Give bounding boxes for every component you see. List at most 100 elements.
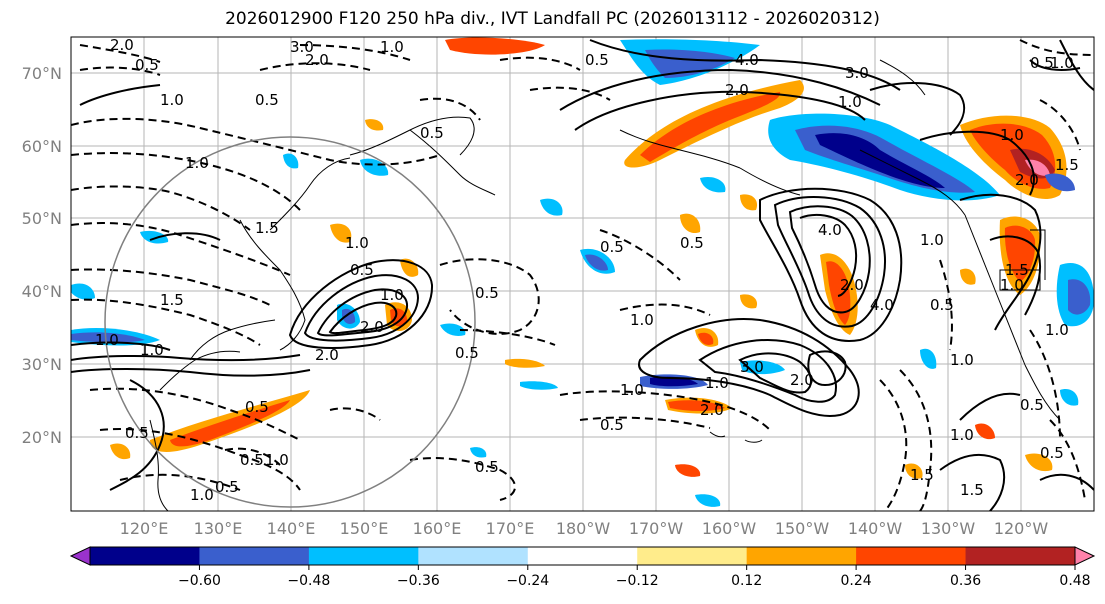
contour-label: 1.0: [345, 234, 369, 252]
colorbar-outline: [89, 546, 1076, 566]
contour-label: 1.0: [1000, 276, 1024, 294]
contour-label: 1.0: [265, 451, 289, 469]
contour-label: 0.5: [245, 398, 269, 416]
lat-label: 30°N: [22, 355, 62, 374]
colorbar-tick-label: −0.36: [397, 573, 440, 589]
colorbar-bin: [418, 547, 529, 565]
contour-label: 3.0: [845, 64, 869, 82]
contour-label: 2.0: [305, 51, 329, 69]
contour-label: 0.5: [255, 91, 279, 109]
colorbar-tick-label: −0.12: [616, 573, 659, 589]
lon-label: 120°E: [120, 519, 169, 538]
contour-label: 1.0: [380, 38, 404, 56]
contour-label: 1.0: [380, 286, 404, 304]
contour-label: 2.0: [790, 371, 814, 389]
contour-label: 1.0: [920, 231, 944, 249]
contour-label: 1.5: [255, 219, 279, 237]
contour-label: 1.5: [1055, 156, 1079, 174]
map-border: [70, 36, 1095, 512]
contour-label: 1.0: [1045, 321, 1069, 339]
contour-label: 1.0: [630, 311, 654, 329]
contour-label: 1.0: [950, 426, 974, 444]
contour-label: 0.5: [125, 424, 149, 442]
contour-label: 0.5: [680, 234, 704, 252]
colorbar: −0.60 −0.48 −0.36 −0.24 −0.12 0.12 0.24 0.36 0.4…: [69, 546, 1096, 589]
contour-label: 0.5: [350, 261, 374, 279]
contour-label: 2.0: [315, 346, 339, 364]
contour-label: 0.5: [215, 478, 239, 496]
divergence-shading: [71, 37, 1094, 507]
contour-label: 0.5: [930, 296, 954, 314]
contour-label: 1.0: [140, 341, 164, 359]
longitude-labels: 120°E 130°E 140°E 150°E 160°E 170°E 180°…: [120, 519, 1049, 538]
colorbar-bin: [637, 547, 748, 565]
latitude-labels: 70°N 60°N 50°N 40°N 30°N 20°N: [22, 64, 62, 447]
colorbar-bin: [199, 547, 310, 565]
lon-label: 140°E: [267, 519, 316, 538]
contour-label: 2.0: [840, 276, 864, 294]
contour-label: 2.0: [1015, 171, 1039, 189]
coastlines: [149, 59, 1061, 511]
contour-label: 1.0: [185, 154, 209, 172]
lon-label: 140°W: [848, 519, 903, 538]
contour-label: 4.0: [870, 296, 894, 314]
colorbar-bin: [308, 547, 419, 565]
contour-label: 0.5: [240, 451, 264, 469]
colorbar-bin: [856, 547, 967, 565]
contour-label: 0.5: [600, 238, 624, 256]
contour-label: 1.0: [95, 331, 119, 349]
contour-label: 2.0: [360, 318, 384, 336]
contour-label: 1.0: [1000, 126, 1024, 144]
contour-label: 1.5: [960, 481, 984, 499]
contour-label: 1.0: [838, 93, 862, 111]
contour-label: 0.5: [1020, 396, 1044, 414]
contour-label: 1.0: [160, 91, 184, 109]
contour-label: 1.5: [160, 291, 184, 309]
colorbar-tick-label: 0.12: [731, 573, 762, 589]
colorbar-tick-label: 0.48: [1059, 573, 1090, 589]
colorbar-tick-label: −0.24: [506, 573, 549, 589]
lon-label: 150°E: [340, 519, 389, 538]
lat-label: 40°N: [22, 282, 62, 301]
lon-label: 130°W: [921, 519, 976, 538]
contour-label: 0.5: [600, 416, 624, 434]
colorbar-tick-label: 0.24: [841, 573, 872, 589]
contour-label: 1.0: [950, 351, 974, 369]
colorbar-tick-label: −0.48: [287, 573, 330, 589]
lat-label: 20°N: [22, 428, 62, 447]
colorbar-bin: [90, 547, 200, 565]
contour-labels: 2.0 0.5 3.0 2.0 1.0 1.0 0.5 1.0 1.5 0.5 …: [95, 36, 1079, 504]
solid-contours: [71, 39, 1094, 511]
lat-label: 60°N: [22, 137, 62, 156]
colorbar-bin: [527, 547, 638, 565]
lat-label: 70°N: [22, 64, 62, 83]
contour-label: 0.5: [420, 124, 444, 142]
colorbar-bin: [746, 547, 857, 565]
lon-label: 180°W: [556, 519, 611, 538]
map-title: 2026012900 F120 250 hPa div., IVT Landfa…: [225, 9, 880, 29]
lon-label: 150°W: [775, 519, 830, 538]
contour-label: 0.5: [135, 56, 159, 74]
contour-label: 1.0: [190, 486, 214, 504]
contour-label: 3.0: [740, 358, 764, 376]
contour-label: 1.5: [910, 466, 934, 484]
colorbar-tick-label: −0.60: [178, 573, 221, 589]
lon-label: 170°E: [486, 519, 535, 538]
contour-label: 4.0: [818, 221, 842, 239]
lon-label: 160°W: [702, 519, 757, 538]
contour-label: 0.5: [475, 284, 499, 302]
colorbar-arrow-max: [1074, 546, 1096, 566]
contour-label: 2.0: [725, 81, 749, 99]
colorbar-tick-label: 0.36: [950, 573, 981, 589]
contour-label: 4.0: [735, 51, 759, 69]
contour-label: 0.5: [585, 51, 609, 69]
colorbar-bin: [965, 547, 1076, 565]
lon-label: 160°E: [413, 519, 462, 538]
contour-label: 1.0: [1050, 54, 1074, 72]
contour-label: 0.5: [1030, 54, 1054, 72]
contour-label: 2.0: [110, 36, 134, 54]
contour-label: 1.5: [1005, 261, 1029, 279]
lon-label: 130°E: [194, 519, 243, 538]
lon-label: 170°W: [629, 519, 684, 538]
